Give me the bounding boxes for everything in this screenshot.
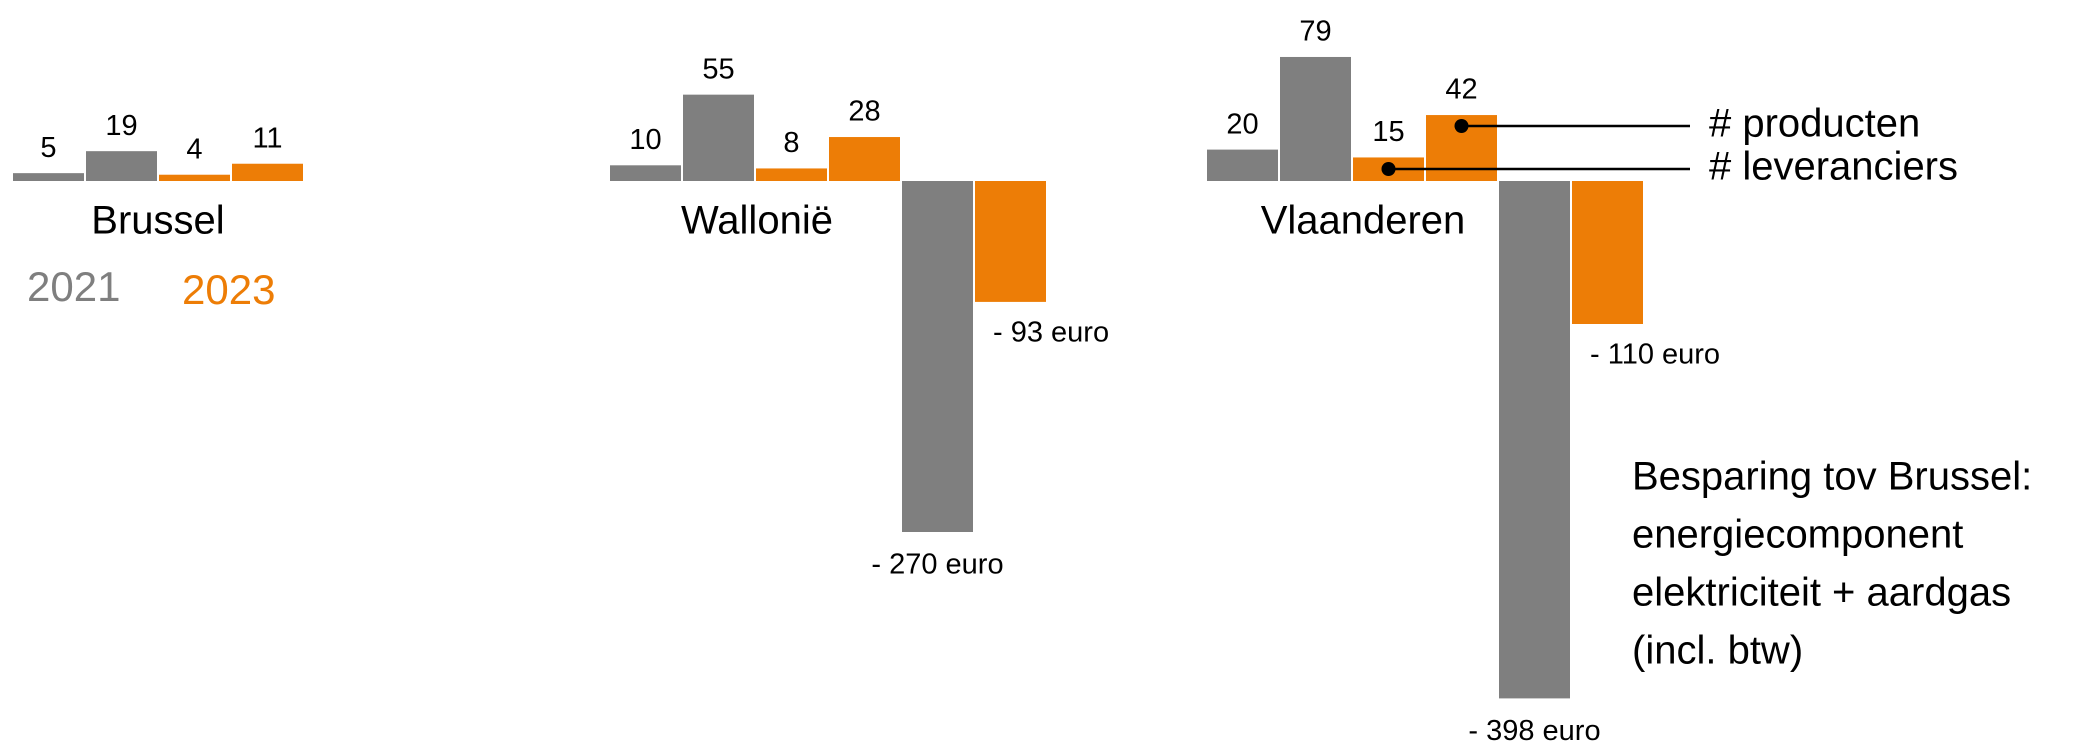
savings-bar [1572, 181, 1643, 324]
bar [86, 151, 157, 181]
group-label: Wallonië [681, 199, 833, 243]
data-label: 55 [702, 53, 734, 85]
bar [1207, 149, 1278, 181]
note-line: (incl. btw) [1632, 629, 1803, 673]
data-label: 19 [105, 110, 137, 142]
bar [610, 165, 681, 181]
bar [829, 137, 900, 181]
savings-label: - 398 euro [1468, 715, 1600, 747]
bar [159, 174, 230, 181]
savings-label: - 110 euro [1590, 339, 1720, 371]
legend-label: 2021 [27, 263, 120, 310]
note-line: elektriciteit + aardgas [1632, 571, 2011, 615]
savings-label: - 270 euro [871, 549, 1003, 581]
data-label: 20 [1226, 108, 1258, 140]
savings-bar [902, 181, 973, 532]
data-label: 11 [252, 122, 282, 154]
savings-bar [1499, 181, 1570, 699]
group-label: Vlaanderen [1261, 199, 1466, 243]
data-label: 10 [629, 124, 661, 156]
savings-label: - 93 euro [993, 317, 1109, 349]
data-label: 4 [186, 133, 202, 165]
bar [13, 173, 84, 181]
data-label: 5 [40, 132, 56, 164]
group-label: Brussel [91, 199, 224, 243]
bar [1280, 56, 1351, 181]
leader-dot [1381, 162, 1396, 176]
data-label: 8 [783, 127, 799, 159]
data-label: 79 [1299, 16, 1331, 48]
bar [756, 168, 827, 181]
leader-dot [1454, 119, 1469, 133]
data-label: 28 [848, 96, 880, 128]
legend-label: 2023 [182, 266, 275, 313]
note-line: energiecomponent [1632, 513, 1963, 557]
data-label: 15 [1372, 116, 1404, 148]
annotation: # producten [1709, 102, 1920, 146]
savings-bar [975, 181, 1046, 302]
annotation: # leveranciers [1709, 145, 1958, 189]
bar [232, 163, 303, 181]
bar [683, 94, 754, 181]
note-line: Besparing tov Brussel: [1632, 455, 2032, 499]
data-label: 42 [1445, 74, 1477, 106]
